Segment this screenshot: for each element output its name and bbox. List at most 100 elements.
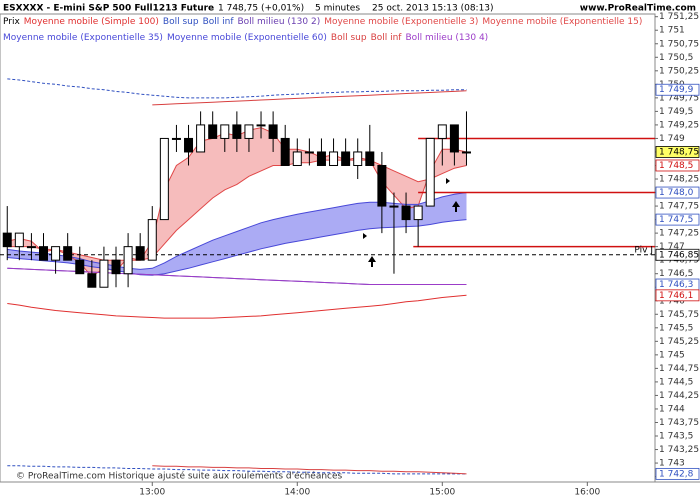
price-tag-label: 1 748,5 [659, 161, 693, 171]
candle-body [304, 151, 314, 154]
y-tick-label: 1 750,75 [659, 39, 699, 49]
price-tag-label: 1 742,8 [659, 469, 694, 479]
y-tick-label: 1 747,25 [659, 229, 699, 239]
legend-entry: Moyenne mobile (Exponentielle 60) [167, 33, 327, 43]
footer: © ProRealTime.com Historique ajusté suit… [16, 471, 343, 482]
y-tick-label: 1 749,75 [659, 93, 699, 103]
y-tick-label: 1 750,5 [659, 53, 693, 63]
y-tick-label: 1 744,75 [659, 364, 699, 374]
y-tick-label: 1 745,5 [659, 323, 693, 333]
legend: Prix Moyenne mobile (Simple 100) Boll sup B… [3, 17, 642, 27]
candle-body [232, 124, 242, 139]
candle-body [75, 259, 85, 275]
y-tick-label: 1 747 [659, 242, 685, 252]
y-tick-label: 1 751 [659, 26, 685, 36]
candle-body [111, 259, 121, 275]
legend-entry: Moyenne mobile (Exponentielle 35) [3, 33, 163, 43]
date: 25 oct. 2013 15:13 (08:13) [372, 4, 494, 14]
candle-body [365, 151, 375, 166]
candle-body [353, 151, 363, 166]
y-tick-label: 1 749 [659, 134, 685, 144]
candle-body [63, 246, 73, 261]
indicator-line [7, 465, 467, 475]
plot-frame [0, 13, 656, 483]
candle-body [268, 124, 278, 139]
y-tick-label: 1 748,25 [659, 175, 699, 185]
candle-body [147, 219, 157, 261]
up-arrow [368, 256, 376, 267]
candle-body [171, 137, 181, 140]
price-tag [655, 146, 700, 158]
y-tick-label: 1 746 [659, 296, 685, 306]
y-tick-label: 1 743,5 [659, 432, 693, 442]
legend-entry: Prix [3, 17, 20, 27]
x-tick-label: 13:00 [139, 488, 165, 498]
price-tag [655, 467, 700, 480]
indicator-lines: Piv J [0, 78, 655, 475]
candle-body [401, 205, 411, 221]
y-tick-label: 1 744 [659, 404, 685, 414]
price-tag-label: 1 746,1 [659, 291, 693, 301]
indicator-line [7, 78, 467, 99]
price-tag [655, 83, 700, 96]
site: www.ProRealTime.com [580, 4, 696, 14]
price-tag-label: 1 749,9 [659, 85, 694, 95]
price-tag [655, 186, 700, 199]
band-fill [7, 192, 467, 276]
y-tick-label: 1 744,5 [659, 377, 693, 387]
y-tick-label: 1 745 [659, 350, 685, 360]
y-tick-label: 1 749,5 [659, 107, 693, 117]
price-tag-label: 1 746,3 [659, 280, 693, 290]
candle-body [135, 246, 145, 261]
y-tick-label: 1 743 [659, 459, 685, 469]
y-tick-label: 1 751,25 [659, 12, 699, 22]
candle-body [39, 246, 49, 261]
candle-body [99, 259, 109, 288]
price-tag-label: 1 748,0 [659, 188, 694, 198]
candle-body [329, 151, 339, 166]
candle-body [123, 246, 133, 275]
pivot-label: Piv J [634, 245, 653, 255]
candle-body [196, 124, 206, 153]
signal-arrows [363, 178, 460, 267]
x-tick-label: 16:00 [574, 488, 600, 498]
legend-entry: Boll sup [163, 17, 199, 27]
candle-body [316, 151, 326, 166]
candle-body [26, 246, 36, 249]
price-tag [655, 248, 700, 261]
indicator-line [7, 294, 467, 319]
candle-body [2, 232, 12, 248]
candle-body [449, 124, 459, 153]
price-tag-label: 1 748,75 [659, 147, 699, 157]
candle-body [208, 124, 218, 139]
candles [2, 111, 471, 288]
indicator-line [7, 192, 467, 270]
y-tick-label: 1 745,25 [659, 337, 699, 347]
price-tag [655, 159, 700, 172]
period: 5 minutes [315, 4, 360, 14]
candle-body [159, 137, 169, 221]
candle-body [377, 164, 387, 207]
signal-marker [446, 178, 450, 184]
fills [7, 127, 467, 277]
price-tag-label: 1 746,85 [659, 250, 699, 260]
price-tag [655, 213, 700, 226]
legend-entry: Moyenne mobile (Simple 100) [24, 17, 159, 27]
band-fill [7, 127, 467, 277]
y-tick-label: 1 747,75 [659, 202, 699, 212]
legend: Moyenne mobile (Exponentielle 35) Moyenne… [3, 33, 488, 43]
candle-body [256, 124, 266, 127]
candle-body [280, 137, 290, 166]
candle-body [51, 246, 61, 261]
x-tick-label: 14:00 [284, 488, 310, 498]
candle-body [461, 151, 471, 154]
indicator-line [152, 465, 467, 475]
legend-entry: Moyenne mobile (Exponentielle 15) [482, 17, 642, 27]
y-tick-label: 1 743,25 [659, 445, 699, 455]
candle-body [184, 137, 194, 153]
price-tag-label: 1 747,5 [659, 215, 693, 225]
y-tick-label: 1 746,75 [659, 256, 699, 266]
candle-body [244, 124, 254, 139]
